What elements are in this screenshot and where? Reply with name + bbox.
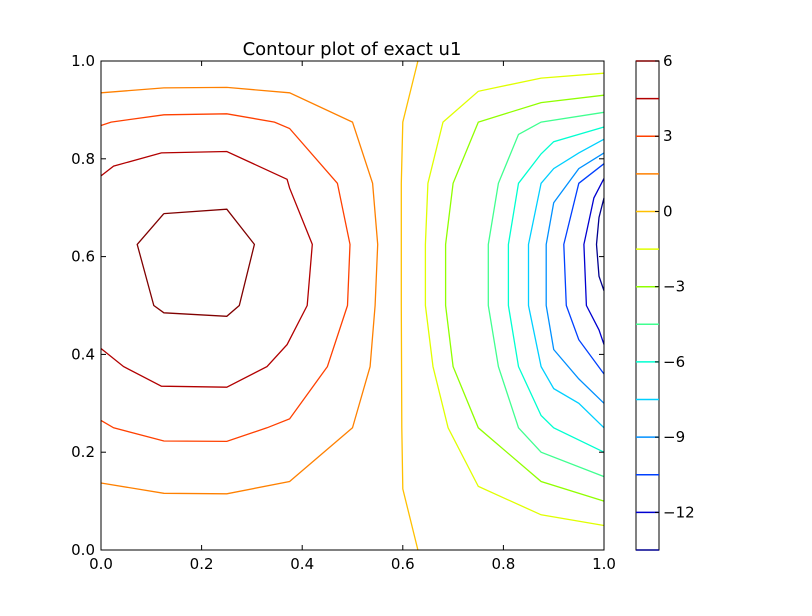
colorbar: 6 3 0 −3 −6 −9 −12	[635, 52, 695, 551]
x-tick-label: 0.4	[290, 555, 314, 573]
contour-line-11-0	[563, 163, 605, 375]
x-tick-label: 1.0	[592, 555, 616, 573]
y-axis: 0.0 0.2 0.4 0.6 0.8 1.0	[71, 52, 604, 559]
x-axis: 0.0 0.2 0.4 0.6 0.8 1.0	[89, 61, 616, 573]
contour-line-9-0	[527, 138, 605, 429]
chart-title: Contour plot of exact u1	[243, 39, 462, 60]
y-tick-label: 0.6	[71, 248, 95, 266]
plot-area	[100, 60, 605, 551]
colorbar-tick-label-0: 6	[663, 52, 673, 70]
y-tick-label: 1.0	[71, 52, 95, 70]
contour-line-12-0	[583, 178, 605, 345]
colorbar-tick-label-2: 0	[663, 202, 673, 220]
x-tick-label: 0.0	[89, 555, 113, 573]
colorbar-tick-label-4: −6	[663, 353, 685, 371]
contour-line-4-0	[400, 60, 419, 551]
colorbar-tick-label-5: −9	[663, 428, 685, 446]
y-tick-label: 0.8	[71, 150, 95, 168]
contour-line-5-0	[424, 72, 605, 527]
contour-line-6-0	[444, 94, 605, 502]
y-tick-label: 0.0	[71, 541, 95, 559]
contour-line-13-0	[595, 197, 605, 292]
contour-line-2-0	[100, 113, 351, 443]
colorbar-frame	[635, 60, 660, 551]
colorbar-tick-label-1: 3	[663, 127, 673, 145]
x-tick-label: 0.6	[391, 555, 415, 573]
contour-line-3-0	[100, 86, 379, 495]
contour-line-0-0	[100, 150, 313, 388]
colorbar-tick-label-6: −12	[663, 503, 695, 521]
contour-line-8-0	[507, 126, 605, 453]
y-tick-label: 0.2	[71, 443, 95, 461]
x-tick-label: 0.8	[491, 555, 515, 573]
y-tick-label: 0.4	[71, 345, 95, 363]
contour-line-7-0	[487, 111, 605, 478]
contour-line-10-0	[545, 152, 605, 404]
x-tick-label: 0.2	[190, 555, 214, 573]
contour-line-1-0	[136, 208, 256, 317]
colorbar-tick-label-3: −3	[663, 278, 685, 296]
plot-frame	[100, 60, 605, 551]
